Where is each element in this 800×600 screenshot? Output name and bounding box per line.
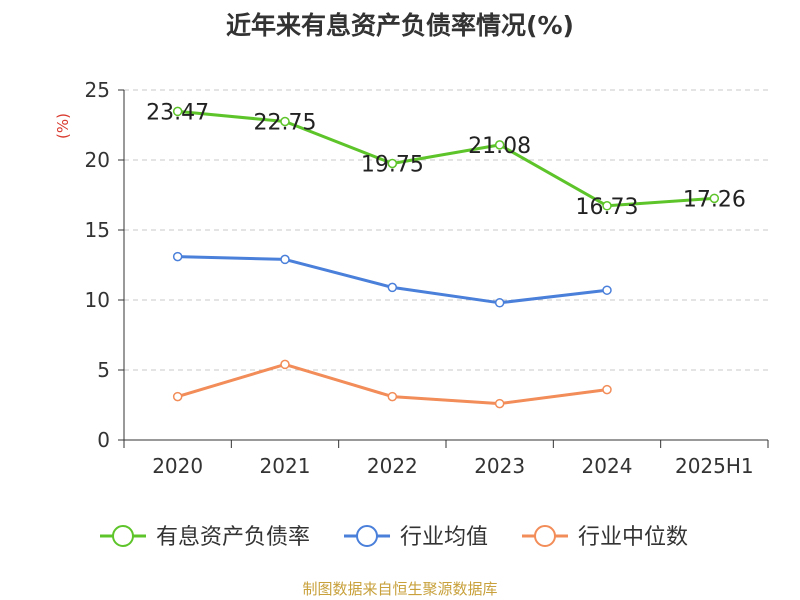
legend-label: 有息资产负债率: [156, 525, 310, 550]
data-point: [709, 193, 720, 204]
data-point: [602, 285, 612, 295]
data-point: [172, 251, 183, 262]
data-point: [280, 254, 290, 265]
y-tick-label: 15: [85, 218, 110, 242]
x-tick-label: 2020: [152, 454, 203, 478]
source-note: 制图数据来自恒生聚源数据库: [302, 580, 498, 598]
data-point: [172, 106, 183, 117]
y-tick-label: 0: [97, 428, 110, 452]
legend[interactable]: 有息资产负债率 行业均值 行业中位数: [100, 525, 688, 550]
y-tick-label: 20: [85, 148, 110, 172]
data-label: 16.73: [576, 195, 639, 220]
data-label: 22.75: [254, 111, 317, 136]
legend-label: 行业中位数: [578, 525, 688, 550]
data-label: 17.26: [683, 187, 746, 212]
y-tick-label: 5: [97, 358, 110, 382]
legend-item-1[interactable]: 有息资产负债率: [100, 525, 310, 550]
legend-marker: [112, 525, 134, 547]
x-tick-label: 2021: [260, 454, 311, 478]
data-point: [387, 282, 398, 293]
x-tick-label: 2023: [474, 454, 525, 478]
data-point: [602, 384, 612, 395]
data-label: 19.75: [361, 153, 424, 178]
chart-title: 近年来有息资产负债率情况(%): [226, 11, 574, 40]
data-point: [387, 391, 398, 402]
legend-marker: [534, 525, 556, 547]
y-axis-label: (%): [54, 113, 72, 139]
axes: 0 5 10 15 20 25 2020 2021 2022 2023 2024 2025H1 (%): [54, 78, 769, 478]
data-labels: 23.47 22.75 19.75 21.08 16.73 17.26: [146, 100, 746, 219]
data-point: [172, 391, 183, 402]
data-point: [280, 359, 290, 370]
gridlines: [124, 89, 768, 371]
legend-label: 行业均值: [400, 525, 488, 550]
data-label: 21.08: [468, 134, 531, 159]
legend-item-3[interactable]: 行业中位数: [522, 525, 688, 550]
series-line-1: [176, 109, 716, 208]
data-point: [387, 158, 398, 169]
legend-marker: [356, 525, 378, 547]
x-tick-label: 2025H1: [675, 454, 754, 478]
y-tick-label: 25: [85, 78, 110, 102]
series-lines: [172, 106, 720, 409]
data-point: [602, 201, 612, 211]
data-point: [494, 398, 505, 409]
y-tick-label: 10: [85, 288, 110, 312]
x-tick-label: 2024: [582, 454, 633, 478]
series-line-2: [176, 255, 609, 305]
data-point: [494, 140, 505, 150]
legend-item-2[interactable]: 行业均值: [344, 525, 488, 550]
data-label: 23.47: [146, 100, 209, 125]
data-point: [494, 298, 505, 308]
x-tick-label: 2022: [367, 454, 418, 478]
data-point: [280, 116, 290, 127]
